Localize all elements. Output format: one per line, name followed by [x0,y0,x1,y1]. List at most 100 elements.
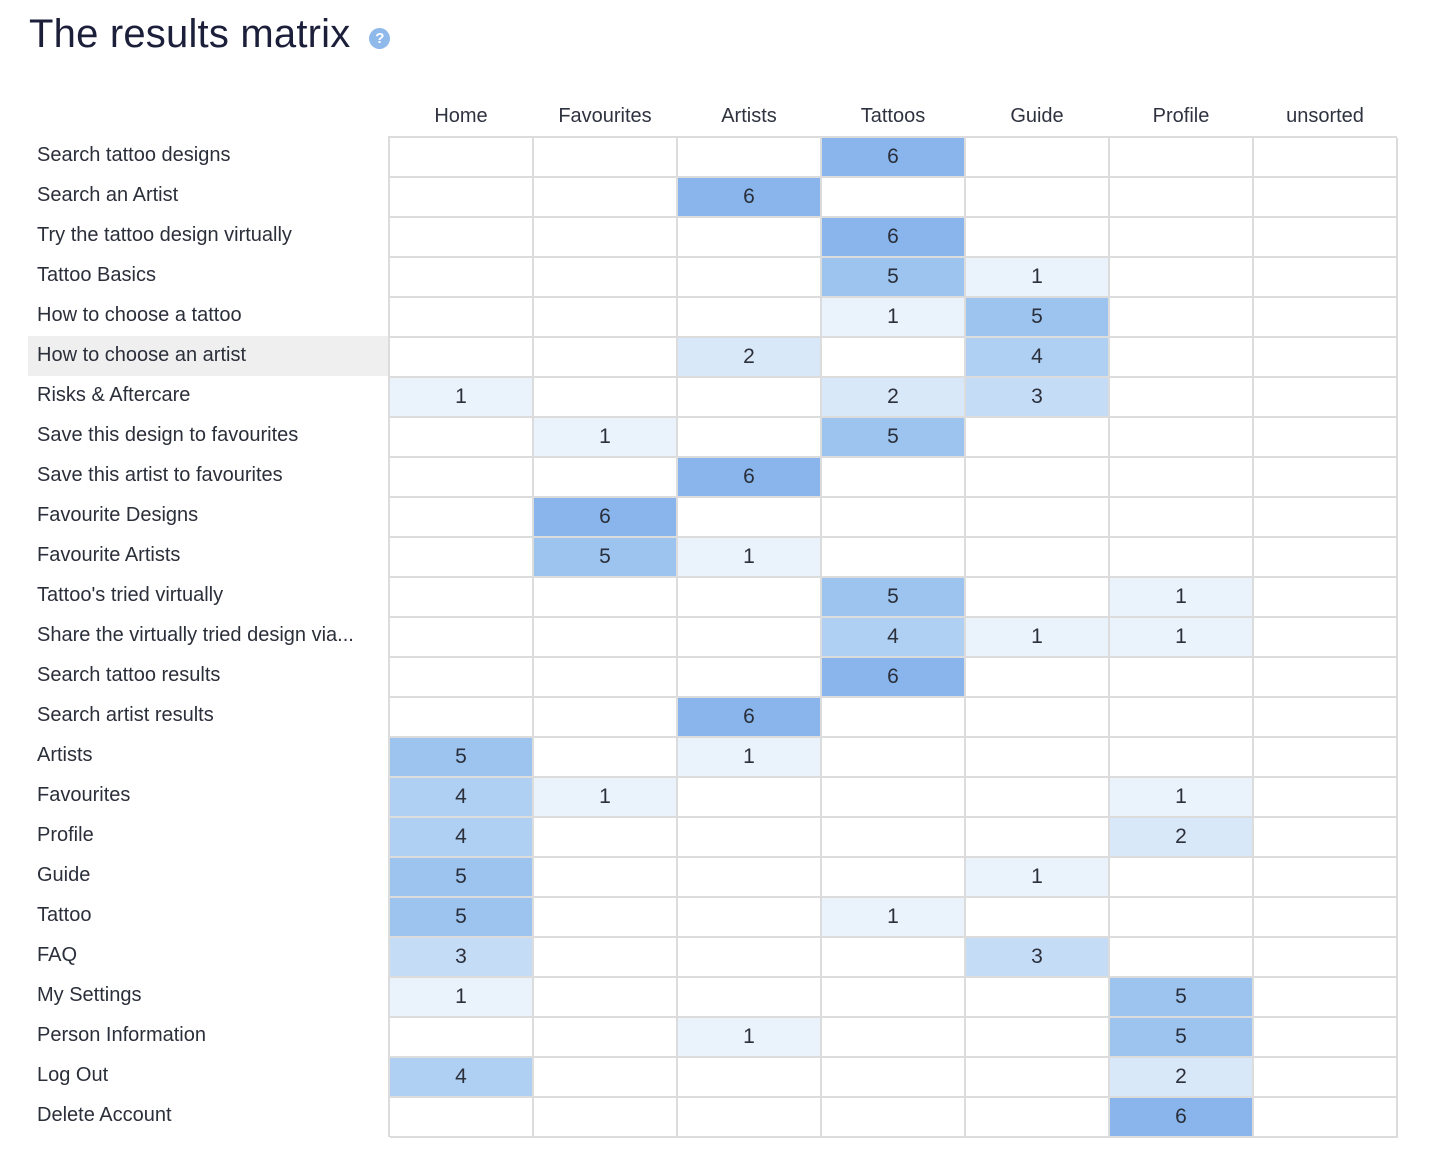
row-label[interactable]: Risks & Aftercare [37,384,191,406]
matrix-cell [822,338,966,378]
matrix-cell [1110,538,1254,578]
matrix-cell [678,898,822,938]
row-label[interactable]: Tattoo Basics [37,264,156,286]
matrix-cell [390,1098,534,1138]
matrix-cell: 1 [678,738,822,778]
matrix-cell [822,978,966,1018]
matrix-cell: 5 [390,858,534,898]
matrix-cell [390,458,534,498]
matrix-cell [1254,578,1398,618]
matrix-cell [678,818,822,858]
matrix-cell [1254,338,1398,378]
matrix-cell [1254,218,1398,258]
matrix-cell [966,818,1110,858]
matrix-cell: 4 [822,618,966,658]
matrix-cell [1254,458,1398,498]
matrix-cell [534,1098,678,1138]
matrix-cell [966,178,1110,218]
row-label[interactable]: Favourites [37,784,131,806]
matrix-cell: 5 [1110,978,1254,1018]
matrix-cell [678,418,822,458]
row-label[interactable]: Search tattoo designs [37,144,231,166]
matrix-cell [1254,698,1398,738]
row-label[interactable]: Search an Artist [37,184,179,206]
matrix-cell: 1 [1110,618,1254,658]
matrix-cell [966,778,1110,818]
matrix-cell [822,738,966,778]
matrix-cell: 1 [534,418,678,458]
row-label[interactable]: Save this design to favourites [37,424,299,446]
matrix-cell [1254,298,1398,338]
help-question-icon[interactable]: ? [369,28,391,49]
matrix-cell [1110,418,1254,458]
matrix-cell: 5 [822,578,966,618]
row-label[interactable]: Share the virtually tried design via... [37,624,354,646]
matrix-cell [534,218,678,258]
matrix-cell [534,578,678,618]
row-label[interactable]: How to choose a tattoo [37,304,242,326]
matrix-cell: 1 [822,298,966,338]
row-label[interactable]: Favourite Designs [37,504,199,526]
matrix-cell [390,578,534,618]
row-label[interactable]: Artists [37,744,93,766]
page-title-text: The results matrix [29,12,351,56]
matrix-cell: 1 [966,258,1110,298]
matrix-cell [1110,658,1254,698]
matrix-cell [1254,818,1398,858]
matrix-cell [390,418,534,458]
matrix-cell [534,178,678,218]
row-label[interactable]: Search artist results [37,704,214,726]
matrix-cell [534,698,678,738]
row-label[interactable]: Person Information [37,1024,206,1046]
matrix-cell [678,378,822,418]
matrix-cell: 1 [822,898,966,938]
matrix-cell [534,338,678,378]
matrix-cell [822,778,966,818]
matrix-cell: 1 [678,538,822,578]
row-label[interactable]: How to choose an artist [28,336,388,376]
row-label[interactable]: Profile [37,824,94,846]
matrix-cell [822,698,966,738]
matrix-cell [390,178,534,218]
row-label[interactable]: Delete Account [37,1104,172,1126]
matrix-cell: 5 [822,258,966,298]
row-label[interactable]: Save this artist to favourites [37,464,283,486]
matrix-cell [1254,1058,1398,1098]
matrix-cell: 6 [822,658,966,698]
matrix-cell [1254,258,1398,298]
row-label[interactable]: My Settings [37,984,142,1006]
row-label[interactable]: Log Out [37,1064,109,1086]
matrix-cell [1254,138,1398,178]
row-labels: Search tattoo designs Search an Artist Try… [28,136,388,1136]
matrix-cell: 3 [966,378,1110,418]
column-header: Tattoos [860,105,926,127]
row-label[interactable]: Favourite Artists [37,544,181,566]
matrix-cell [390,338,534,378]
matrix-cell: 6 [1110,1098,1254,1138]
matrix-cell: 5 [390,898,534,938]
row-label[interactable]: Tattoo [37,904,92,926]
matrix-cell: 4 [966,338,1110,378]
row-label[interactable]: Guide [37,864,91,886]
column-header: Favourites [558,105,652,127]
row-label[interactable]: Try the tattoo design virtually [37,224,292,246]
matrix-cell [390,138,534,178]
row-label[interactable]: Tattoo's tried virtually [37,584,224,606]
matrix-cell [966,1018,1110,1058]
matrix-cell [966,658,1110,698]
matrix-cell [678,498,822,538]
matrix-cell [1254,418,1398,458]
matrix-cell [1110,458,1254,498]
matrix-cell [1110,378,1254,418]
matrix-cell [1254,978,1398,1018]
matrix-cell [390,618,534,658]
row-label[interactable]: Search tattoo results [37,664,221,686]
matrix-cell [534,658,678,698]
row-label[interactable]: FAQ [37,944,78,966]
matrix-cell [1110,338,1254,378]
matrix-cell: 6 [822,138,966,178]
matrix-cell [966,898,1110,938]
matrix-cell: 1 [1110,778,1254,818]
matrix-cell [534,378,678,418]
matrix-cell: 2 [1110,818,1254,858]
